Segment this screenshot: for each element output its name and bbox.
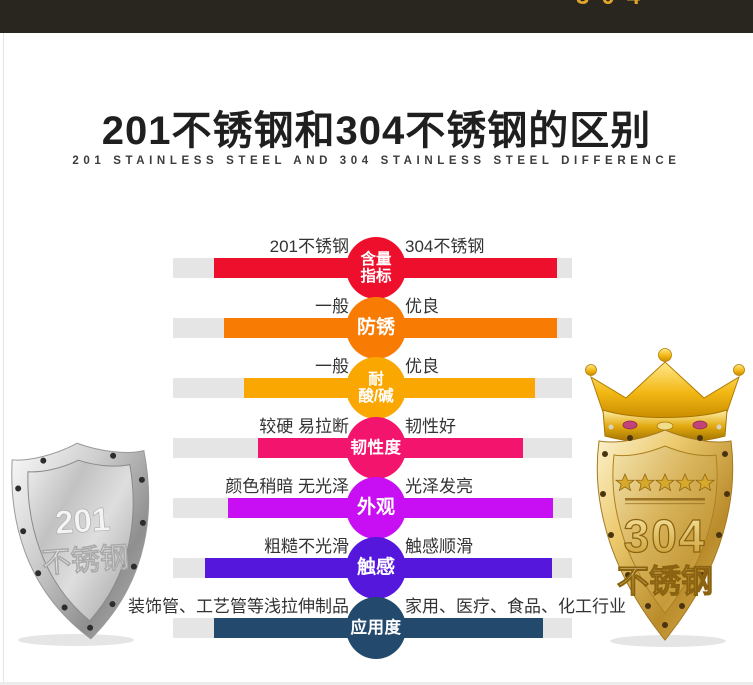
shield-201-number: 201 [54, 500, 112, 541]
comparison-row-toughness: 较硬 易拉断 韧性好 韧性度 [0, 408, 753, 479]
metric-badge-content-index: 含量 指标 [346, 237, 406, 299]
rivets [600, 435, 730, 628]
crown-icon [585, 348, 745, 444]
left-bar-track [173, 258, 350, 278]
left-value-label: 较硬 易拉断 [259, 417, 349, 436]
left-bar-fill [213, 618, 350, 638]
comparison-row-application: 装饰管、工艺管等浅拉伸制品 家用、医疗、食品、化工行业 应用度 [0, 588, 753, 659]
gem-icon [716, 424, 722, 430]
comparison-row-appearance: 颜色稍暗 无光泽 光泽发亮 外观 [0, 468, 753, 539]
divider-line [625, 498, 705, 501]
left-value-label: 一般 [315, 297, 349, 316]
left-value-label: 一般 [315, 357, 349, 376]
metric-badge-toughness: 韧性度 [346, 417, 406, 479]
right-bar-fill [403, 558, 552, 578]
shield-shadow [18, 634, 134, 646]
left-value-label: 201不锈钢 [269, 237, 349, 256]
comparison-row-content-index: 201不锈钢 304不锈钢 含量 指标 [0, 228, 753, 299]
left-bar-fill [257, 438, 350, 458]
right-bar-track [403, 318, 572, 338]
star-icon [694, 472, 716, 492]
right-bar-track [403, 258, 572, 278]
right-bar-fill [403, 438, 523, 458]
star-icon [674, 472, 696, 492]
left-bar-fill [243, 378, 350, 398]
right-value-label: 韧性好 [405, 417, 456, 436]
bottom-edge-line [0, 682, 753, 685]
right-bar-track [403, 438, 572, 458]
metric-badge-appearance: 外观 [346, 477, 406, 539]
right-bar-track [403, 618, 572, 638]
star-icon [634, 472, 656, 492]
left-bar-fill [213, 258, 350, 278]
left-bar-fill [224, 318, 350, 338]
left-bar-track [173, 318, 350, 338]
silver-shield-201: 201 不锈钢 [11, 442, 150, 646]
star-row [614, 472, 716, 492]
metric-badge-acid-alkali: 耐酸/碱 [346, 357, 406, 419]
right-bar-fill [403, 258, 557, 278]
right-value-label: 光泽发亮 [405, 477, 473, 496]
left-bar-track [173, 498, 350, 518]
right-value-label: 家用、医疗、食品、化工行业 [405, 597, 626, 616]
right-bar-fill [403, 618, 544, 638]
right-value-label: 304不锈钢 [405, 237, 485, 256]
shield-inner [612, 445, 718, 614]
comparison-row-acid-alkali: 一般 优良 耐酸/碱 [0, 348, 753, 419]
left-bar-fill [227, 498, 350, 518]
left-value-label: 粗糙不光滑 [264, 537, 349, 556]
left-value-label: 装饰管、工艺管等浅拉伸制品 [128, 597, 349, 616]
shield-201-label: 不锈钢 [41, 541, 130, 580]
star-icon [614, 472, 636, 492]
gem-icon [692, 420, 708, 430]
left-bar-track [173, 438, 350, 458]
right-bar-track [403, 558, 572, 578]
right-value-label: 优良 [405, 357, 439, 376]
star-icon [654, 472, 676, 492]
page-title: 201不锈钢和304不锈钢的区别 [101, 109, 652, 153]
gem-icon [656, 421, 674, 431]
right-bar-fill [403, 378, 535, 398]
rivets [15, 452, 146, 631]
shield-304-number: 304 [624, 510, 707, 562]
left-bar-track [173, 618, 350, 638]
right-value-label: 优良 [405, 297, 439, 316]
clipped-gold-text: 304 [576, 0, 652, 11]
divider-line [625, 503, 705, 505]
top-dark-bar: 304 [0, 0, 753, 33]
right-value-label: 触感顺滑 [405, 537, 473, 556]
metric-badge-touch: 触感 [346, 537, 406, 599]
gem-icon [608, 424, 614, 430]
left-value-label: 颜色稍暗 无光泽 [225, 477, 349, 496]
comparison-row-rust-resistance: 一般 优良 防锈 [0, 288, 753, 359]
metric-badge-rust-resistance: 防锈 [346, 297, 406, 359]
left-bar-track [173, 558, 350, 578]
gold-shield-304: 304 不锈钢 [585, 348, 745, 647]
left-bar-fill [204, 558, 350, 578]
right-bar-track [403, 378, 572, 398]
shield-304-label: 不锈钢 [617, 563, 713, 599]
shield-shadow [610, 635, 726, 647]
shield-inner [27, 459, 134, 622]
left-edge-line [3, 33, 4, 685]
right-bar-track [403, 498, 572, 518]
metric-badge-application: 应用度 [346, 597, 406, 659]
right-bar-fill [403, 318, 557, 338]
comparison-row-touch: 粗糙不光滑 触感顺滑 触感 [0, 528, 753, 599]
left-bar-track [173, 378, 350, 398]
right-bar-fill [403, 498, 554, 518]
gem-icon [622, 420, 638, 430]
page-subtitle: 201 STAINLESS STEEL AND 304 STAINLESS ST… [72, 155, 681, 167]
